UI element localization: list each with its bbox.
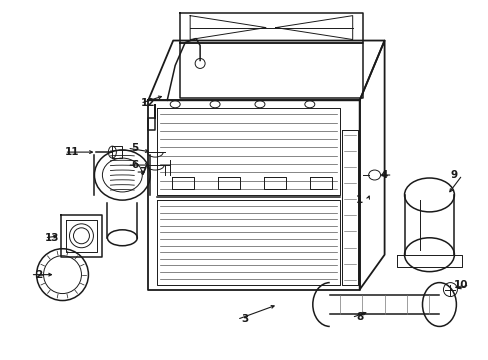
Text: 11: 11 [65, 147, 80, 157]
Text: 13: 13 [45, 233, 60, 243]
Text: 12: 12 [141, 98, 155, 108]
Text: 3: 3 [241, 314, 248, 324]
Text: 4: 4 [380, 170, 387, 180]
Text: 9: 9 [450, 170, 457, 180]
Text: 8: 8 [355, 312, 363, 323]
Text: 10: 10 [453, 280, 468, 289]
Text: 1: 1 [355, 195, 363, 205]
Text: 7: 7 [139, 167, 147, 177]
Text: 6: 6 [131, 160, 139, 170]
Text: 2: 2 [35, 270, 42, 280]
Text: 5: 5 [131, 143, 139, 153]
